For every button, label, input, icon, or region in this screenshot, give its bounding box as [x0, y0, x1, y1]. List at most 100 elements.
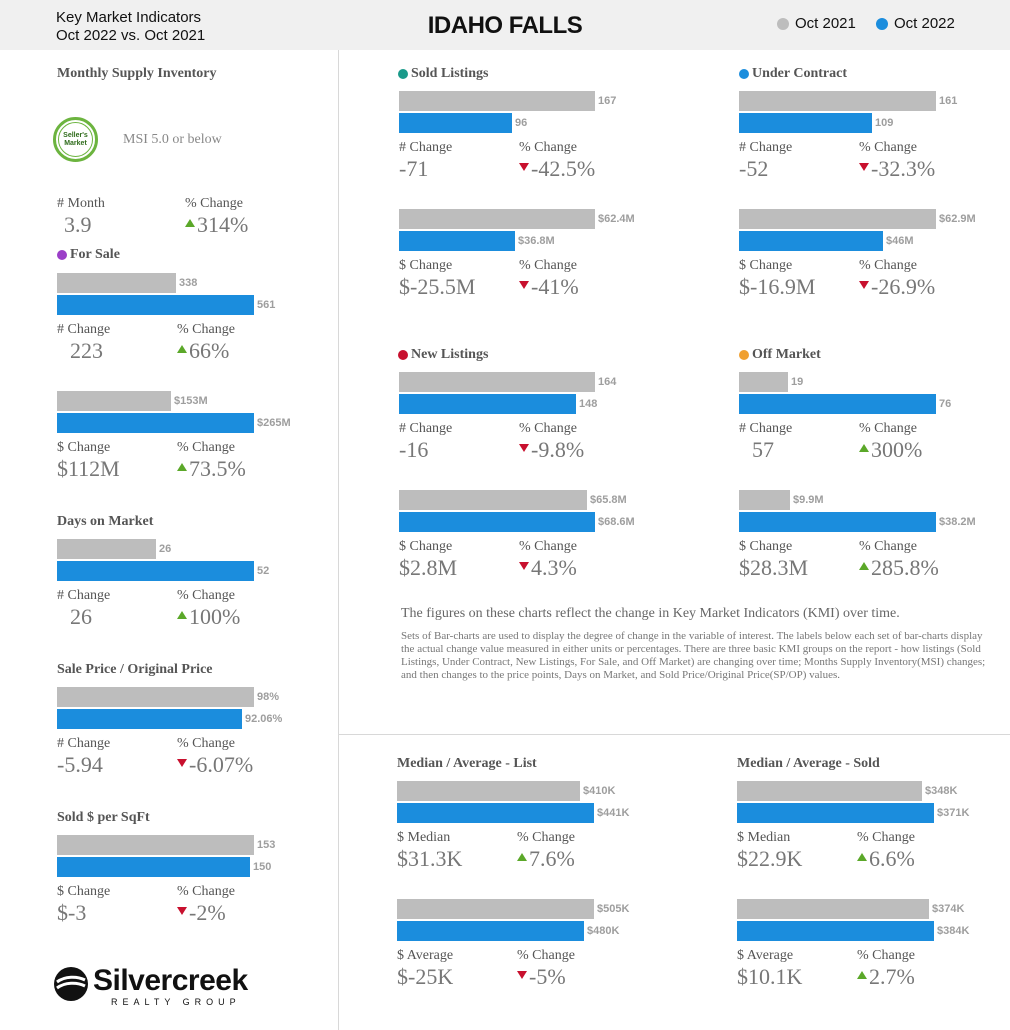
- new-volume-bar-label-2021: $65.8M: [590, 494, 627, 506]
- sqft-left-label: $ Change: [57, 884, 111, 899]
- sold-average-bar-2022: [737, 921, 934, 941]
- for-sale-volume-right-value: 73.5%: [177, 456, 246, 482]
- legend-dot-gray: [777, 17, 789, 30]
- section-title-spop: Sale Price / Original Price: [57, 662, 213, 678]
- off-volume-right-label: % Change: [859, 539, 917, 554]
- list-median-pct-text: 7.6%: [529, 846, 575, 871]
- header-line-1: Key Market Indicators: [56, 9, 202, 26]
- sold-average-pct-text: 2.7%: [869, 964, 915, 989]
- list-average-bar-2022: [397, 921, 584, 941]
- new-count-left-label: # Change: [399, 421, 453, 436]
- section-title-text: Under Contract: [752, 66, 848, 81]
- section-title-sold: Sold Listings: [398, 66, 488, 82]
- new-count-pct-text: -9.8%: [531, 437, 585, 462]
- chart-note: The figures on these charts reflect the …: [401, 606, 900, 621]
- list-average-pct-text: -5%: [529, 964, 566, 989]
- for-sale-count-bar-label-2021: 338: [179, 277, 198, 289]
- new-count-bar-label-2021: 164: [598, 376, 617, 388]
- list-average-bar-2021: [397, 899, 594, 919]
- legend-dot-blue: [876, 17, 888, 30]
- down-triangle-icon: [859, 281, 869, 289]
- off-count-left-label: # Change: [739, 421, 793, 436]
- section-title-text: Sold $ per SqFt: [57, 810, 150, 825]
- uc-volume-left-value: $-16.9M: [739, 274, 816, 299]
- spop-bar-label-2021: 98%: [257, 691, 280, 703]
- sold-average-bar-label-2021: $374K: [932, 903, 965, 915]
- sold-count-pct-text: -42.5%: [531, 156, 596, 181]
- for-sale-volume-right-label: % Change: [177, 440, 235, 455]
- dom-right-value: 100%: [177, 604, 240, 630]
- sold-count-right-label: % Change: [519, 140, 577, 155]
- spop-left-label: # Change: [57, 736, 111, 751]
- list-average-left-value: $-25K: [397, 964, 454, 989]
- sold-volume-left-value: $-25.5M: [399, 274, 476, 299]
- section-title-for-sale: For Sale: [57, 247, 120, 263]
- new-volume-right-label: % Change: [519, 539, 577, 554]
- list-median-left-label: $ Median: [397, 830, 451, 845]
- sqft-bar-2022: [57, 857, 250, 877]
- msi-right-value: 314%: [185, 212, 248, 238]
- off-volume-bar-label-2021: $9.9M: [793, 494, 824, 506]
- off-volume-bar-2021: [739, 490, 790, 510]
- list-median-right-label: % Change: [517, 830, 575, 845]
- sqft-bar-label-2021: 153: [257, 839, 276, 851]
- spop-left-value: -5.94: [57, 752, 103, 777]
- up-triangle-icon: [857, 853, 867, 861]
- msi-right-label: % Change: [185, 196, 243, 211]
- uc-volume-right-label: % Change: [859, 258, 917, 273]
- sold-count-left-value: -71: [399, 156, 429, 181]
- section-title-text: Sale Price / Original Price: [57, 662, 213, 677]
- new-volume-left-value: $2.8M: [399, 555, 458, 580]
- list-median-bar-2022: [397, 803, 594, 823]
- uc-count-bar-2021: [739, 91, 936, 111]
- section-title-text: Off Market: [752, 347, 821, 362]
- dom-bar-label-2021: 26: [159, 543, 172, 555]
- sold-count-bar-label-2022: 96: [515, 117, 528, 129]
- for-sale-volume-bar-label-2021: $153M: [174, 395, 208, 407]
- off-count-bar-label-2021: 19: [791, 376, 804, 388]
- sold-volume-right-label: % Change: [519, 258, 577, 273]
- sold-median-bar-label-2021: $348K: [925, 785, 958, 797]
- chart-explanation: Sets of Bar-charts are used to display t…: [401, 630, 986, 681]
- up-triangle-icon: [177, 611, 187, 619]
- sold-count-bar-2021: [399, 91, 595, 111]
- section-title-off: Off Market: [739, 347, 821, 363]
- list-median-left-value: $31.3K: [397, 846, 463, 871]
- up-triangle-icon: [517, 853, 527, 861]
- spop-bar-label-2022: 92.06%: [245, 713, 283, 725]
- sold-average-bar-2021: [737, 899, 929, 919]
- msi-left-label: # Month: [57, 196, 105, 211]
- sold-average-right-value: 2.7%: [857, 964, 915, 990]
- msi-title: Monthly Supply Inventory: [57, 66, 217, 81]
- uc-count-left-label: # Change: [739, 140, 793, 155]
- sellers-market-badge-inner: Seller's Market: [58, 122, 93, 157]
- list-median-bar-label-2022: $441K: [597, 807, 630, 819]
- down-triangle-icon: [519, 444, 529, 452]
- sold-volume-bar-2021: [399, 209, 595, 229]
- off-count-right-label: % Change: [859, 421, 917, 436]
- sold-volume-bar-label-2021: $62.4M: [598, 213, 635, 225]
- spop-bar-2021: [57, 687, 254, 707]
- down-triangle-icon: [519, 281, 529, 289]
- sold-volume-bar-2022: [399, 231, 515, 251]
- badge-line-2: Market: [64, 139, 87, 147]
- dot-icon: [739, 350, 749, 360]
- new-count-right-value: -9.8%: [519, 437, 584, 463]
- company-logo: Silvercreek REALTY GROUP: [53, 964, 273, 1009]
- sqft-right-label: % Change: [177, 884, 235, 899]
- legend-label-2021: Oct 2021: [795, 15, 856, 32]
- header-line-2: Oct 2022 vs. Oct 2021: [56, 27, 206, 44]
- sqft-bar-label-2022: 150: [253, 861, 272, 873]
- section-title-soldpx: Median / Average - Sold: [737, 756, 880, 772]
- new-count-bar-2021: [399, 372, 595, 392]
- new-volume-bar-label-2022: $68.6M: [598, 516, 635, 528]
- up-triangle-icon: [185, 219, 195, 227]
- report-header: Key Market Indicators Oct 2022 vs. Oct 2…: [0, 0, 1010, 50]
- dom-right-label: % Change: [177, 588, 235, 603]
- off-count-pct-text: 300%: [871, 437, 923, 462]
- new-volume-bar-2021: [399, 490, 587, 510]
- list-average-right-value: -5%: [517, 964, 566, 990]
- sold-average-bar-label-2022: $384K: [937, 925, 970, 937]
- down-triangle-icon: [859, 163, 869, 171]
- page-title: IDAHO FALLS: [427, 12, 583, 39]
